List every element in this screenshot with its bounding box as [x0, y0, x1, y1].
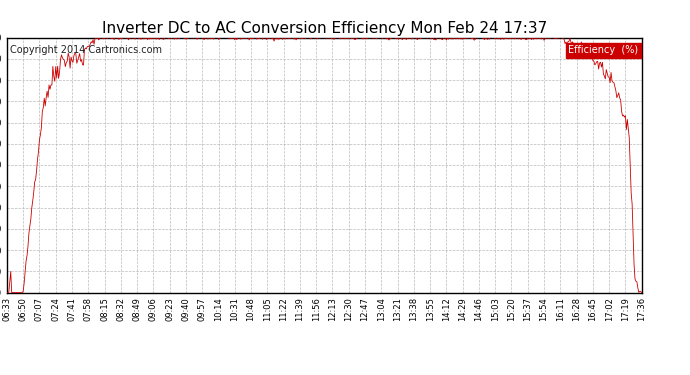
Title: Inverter DC to AC Conversion Efficiency Mon Feb 24 17:37: Inverter DC to AC Conversion Efficiency … — [101, 21, 547, 36]
Text: Efficiency  (%): Efficiency (%) — [569, 45, 638, 55]
Text: Copyright 2014 Cartronics.com: Copyright 2014 Cartronics.com — [10, 45, 162, 55]
